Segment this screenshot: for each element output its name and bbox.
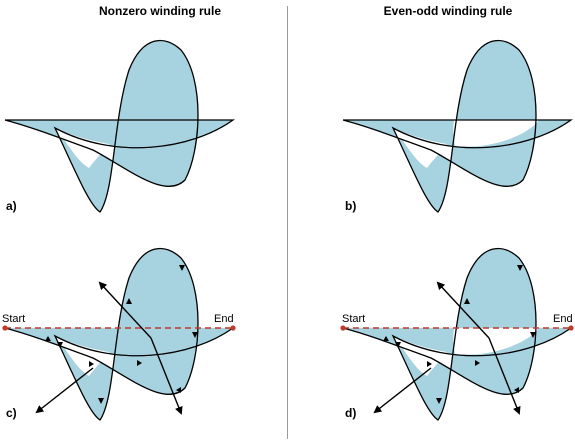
panel-label-a: a) bbox=[6, 199, 17, 213]
panel-label-c: c) bbox=[6, 406, 17, 420]
panel-label-b: b) bbox=[345, 199, 357, 213]
panel-d-shape bbox=[340, 247, 574, 421]
title-nonzero: Nonzero winding rule bbox=[99, 4, 221, 18]
end-label-right: End bbox=[553, 313, 573, 325]
title-even-odd: Even-odd winding rule bbox=[383, 4, 513, 18]
end-label-left: End bbox=[214, 313, 234, 325]
start-label-right: Start bbox=[342, 313, 366, 325]
start-label-left: Start bbox=[2, 313, 26, 325]
panel-divider bbox=[287, 6, 288, 439]
panel-label-d: d) bbox=[345, 406, 357, 420]
panel-a-shape bbox=[4, 39, 236, 213]
panel-b-shape bbox=[342, 39, 574, 213]
panel-c-shape bbox=[2, 247, 236, 421]
